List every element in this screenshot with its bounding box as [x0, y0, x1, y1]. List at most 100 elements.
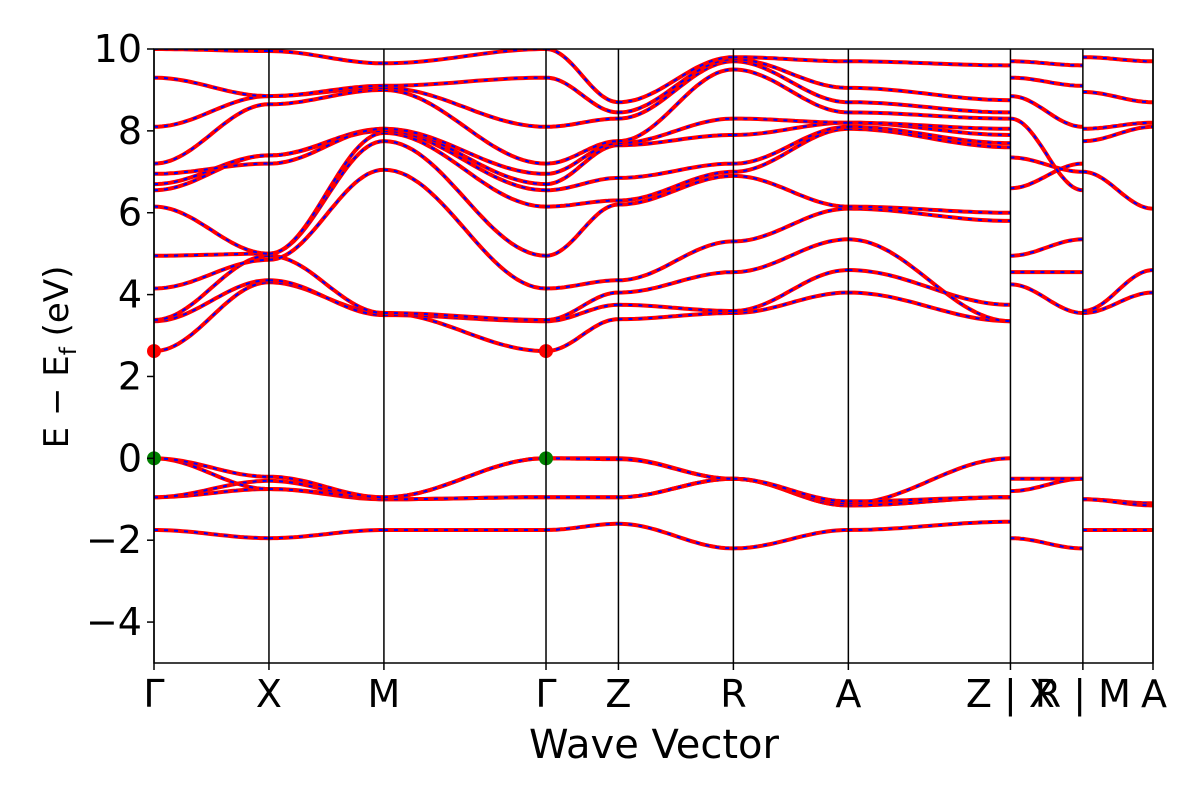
band-line-dashed: [545, 76, 619, 114]
band-line-dashed: [383, 88, 547, 165]
band-line-dashed: [848, 457, 1011, 505]
band-line: [618, 161, 734, 180]
band-line-dashed: [1010, 117, 1083, 192]
band-line-dashed: [546, 457, 619, 461]
band-line-dashed: [154, 95, 270, 128]
band-line-dashed: [848, 60, 1011, 67]
band-line: [154, 257, 270, 291]
band-line-dashed: [848, 496, 1011, 503]
band-line-dashed: [733, 238, 849, 274]
band-line-dashed: [733, 125, 849, 165]
band-line-dashed: [546, 142, 619, 175]
band-line-dashed: [1082, 121, 1153, 130]
band-line: [154, 478, 270, 500]
band-line-dashed: [383, 127, 547, 175]
band-line: [268, 87, 384, 107]
band-line-dashed: [1082, 91, 1153, 104]
x-tick-label: Γ: [143, 672, 164, 716]
band-line-dashed: [1082, 291, 1153, 314]
band-line: [618, 521, 734, 551]
band-line-dashed: [848, 121, 1011, 136]
band-line: [154, 94, 270, 129]
band-line-dashed: [618, 240, 734, 282]
y-axis-label-main: E − E: [37, 355, 77, 448]
band-line-dashed: [383, 312, 546, 321]
band-line-dashed: [848, 127, 1011, 149]
band-line: [1010, 237, 1083, 258]
band-line-dashed: [848, 269, 1011, 306]
band-line-dashed: [546, 199, 619, 208]
band-line-dashed: [618, 174, 734, 206]
band-line-dashed: [268, 279, 384, 317]
band-line-dashed: [848, 238, 1011, 323]
band-line-dashed: [268, 140, 384, 255]
band-line: [1010, 282, 1083, 315]
band-line-dashed: [1010, 76, 1083, 87]
y-tick-label: −2: [86, 518, 142, 562]
band-line: [618, 116, 734, 146]
y-axis: −4 −2 0 2 4 6 8 10: [86, 27, 154, 644]
band-line-dashed: [545, 140, 619, 165]
y-axis-label-unit: (eV): [37, 266, 77, 348]
band-line-dashed: [733, 207, 849, 243]
band-line-dashed: [733, 60, 849, 104]
band-line: [618, 311, 734, 322]
x-tick-label: Z: [605, 672, 631, 716]
band-line-dashed: [1082, 498, 1153, 507]
band-line: [154, 251, 269, 258]
band-line: [154, 456, 270, 491]
x-tick-label: M: [368, 672, 401, 716]
band-line-dashed: [848, 291, 1011, 323]
band-line-dashed: [545, 318, 619, 353]
band-line-dashed: [545, 49, 619, 104]
x-tick-label: Z | X: [966, 672, 1055, 717]
y-axis-label-subscript: f: [56, 346, 82, 355]
y-tick-label: 10: [94, 27, 142, 71]
band-line-dashed: [154, 279, 270, 323]
x-tick-label: Γ: [535, 672, 556, 716]
band-line: [733, 290, 849, 315]
y-tick-label: −4: [86, 600, 142, 644]
band-line: [268, 83, 384, 99]
band-line: [618, 457, 734, 481]
band-line-dashed: [733, 269, 849, 312]
plot-frame: [153, 48, 1154, 664]
band-line: [733, 476, 849, 504]
band-line: [269, 474, 384, 500]
band-line: [733, 116, 849, 125]
band-line: [154, 528, 270, 541]
band-line-dashed: [1010, 162, 1083, 190]
band-line: [618, 133, 734, 148]
band-line-dashed: [848, 86, 1011, 102]
band-line-dashed: [383, 131, 547, 208]
band-line-dashed: [848, 101, 1011, 114]
y-tick-label: 0: [118, 436, 142, 480]
band-line: [733, 173, 849, 209]
band-line-dashed: [733, 174, 849, 208]
y-axis-label: E − Ef (eV): [37, 266, 82, 449]
band-line-dashed: [545, 522, 619, 531]
band-line-dashed: [268, 131, 384, 255]
band-line: [733, 57, 849, 90]
band-line-dashed: [545, 117, 619, 128]
x-tick-label: X: [256, 672, 282, 716]
band-line: [545, 202, 619, 258]
band-line: [618, 302, 734, 313]
band-line-dashed: [848, 121, 1011, 130]
band-line-dashed: [848, 205, 1011, 214]
band-line-dashed: [383, 496, 546, 501]
band-line-dashed: [1010, 156, 1083, 173]
band-line-dashed: [1010, 60, 1083, 67]
band-line-dashed: [848, 111, 1011, 120]
band-line: [154, 161, 269, 176]
band-line-dashed: [545, 144, 619, 186]
y-tick-label: 8: [118, 109, 142, 153]
band-line-dashed: [618, 60, 734, 120]
y-tick-label: 2: [118, 354, 142, 398]
band-line-dashed: [383, 49, 546, 65]
band-line-dashed: [848, 207, 1011, 222]
band-line: [268, 49, 384, 66]
band-line-dashed: [268, 254, 384, 314]
band-line: [733, 55, 849, 64]
